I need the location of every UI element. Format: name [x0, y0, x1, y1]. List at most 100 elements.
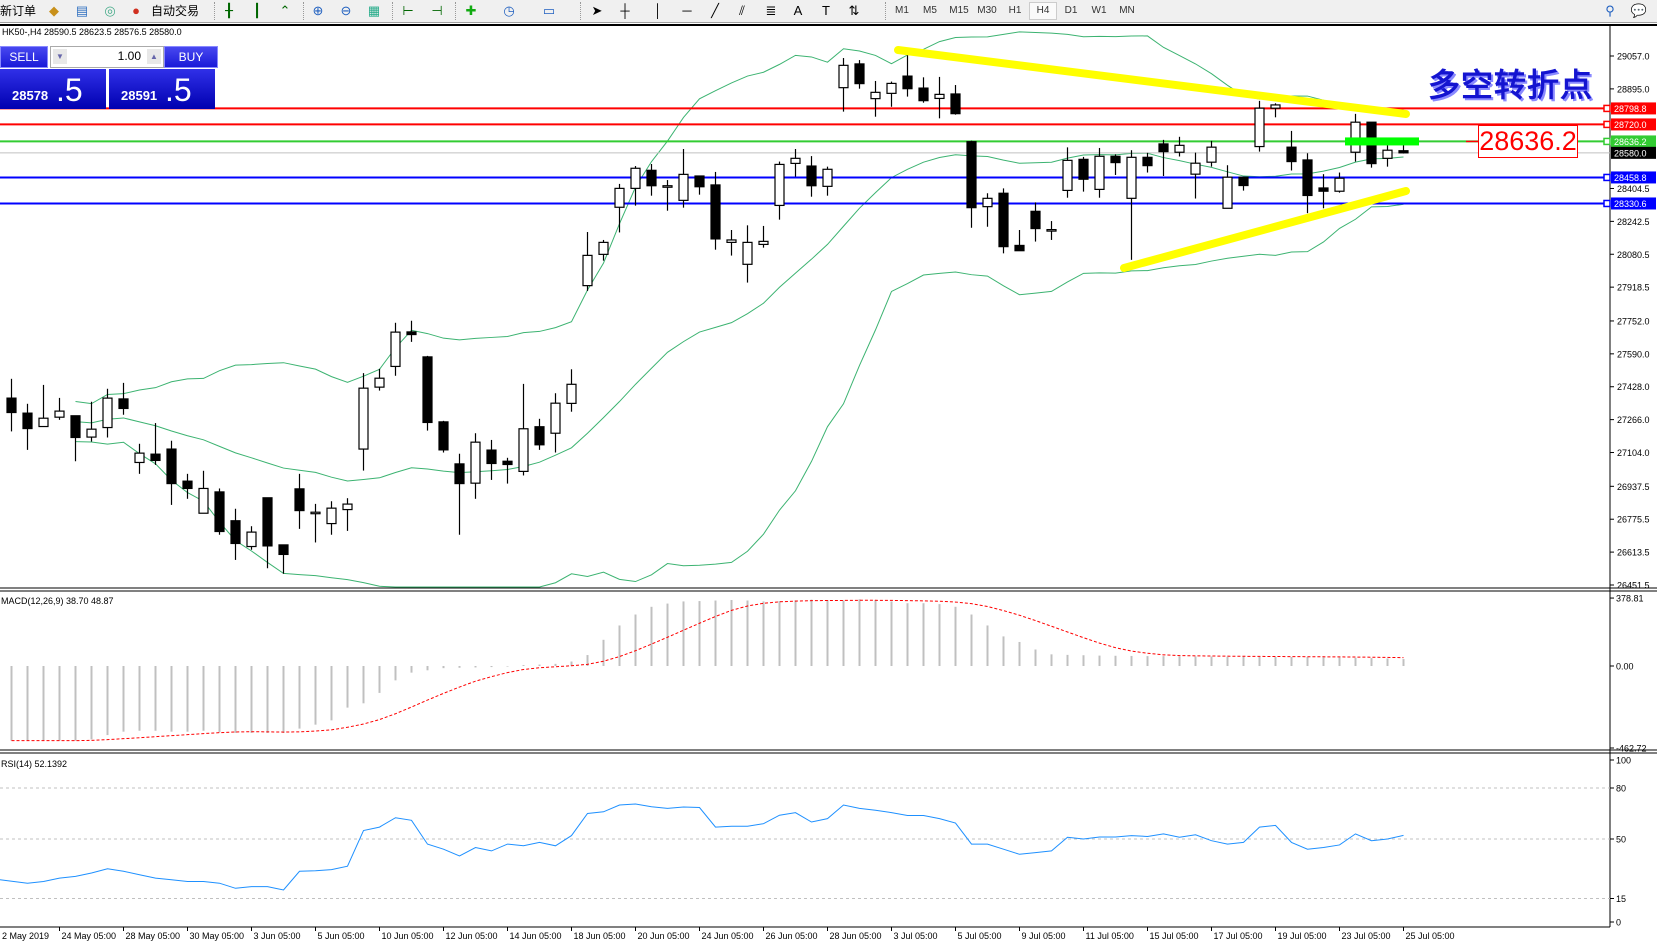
timeframe-mn[interactable]: MN: [1119, 5, 1135, 16]
trendline-icon[interactable]: ╱: [711, 3, 719, 18]
bullish-candle: [1190, 162, 1201, 175]
bearish-candle: [262, 497, 273, 547]
line-chart-icon[interactable]: ⌃: [279, 3, 291, 18]
level-handle[interactable]: [1603, 199, 1611, 208]
support-trendline[interactable]: [1120, 187, 1410, 272]
sell-button[interactable]: SELL: [0, 46, 48, 68]
lots-decrease-icon[interactable]: ▼: [53, 49, 67, 64]
level-price-text: 28798.8: [1614, 104, 1647, 114]
macd-axis-label: -462.72: [1616, 744, 1647, 754]
lots-value[interactable]: 1.00: [117, 49, 141, 63]
bullish-candle: [1062, 159, 1073, 192]
rsi-axis-label: 0: [1616, 918, 1621, 928]
market-watch-icon[interactable]: ◆: [49, 3, 59, 18]
bar-chart-icon[interactable]: ╂: [225, 3, 233, 18]
level-price-tag: [1611, 102, 1656, 115]
time-axis-label: 12 Jun 05:00: [446, 931, 498, 941]
candlestick-icon[interactable]: ┃: [253, 3, 261, 18]
timeframe-m1[interactable]: M1: [895, 5, 909, 16]
price-axis-label: 27104.0: [1617, 448, 1650, 458]
time-axis-label: 23 Jul 05:00: [1342, 931, 1391, 941]
bullish-candle: [630, 167, 641, 189]
price-callout-label[interactable]: 28636.2: [1478, 125, 1578, 158]
zoom-out-icon[interactable]: ⊖: [340, 3, 352, 18]
text-label-icon[interactable]: T: [822, 3, 830, 18]
level-price-text: 28458.8: [1614, 173, 1647, 183]
auto-trading-button[interactable]: 自动交易: [151, 4, 200, 18]
timeframe-w1[interactable]: W1: [1091, 5, 1107, 16]
lots-increase-icon[interactable]: ▲: [147, 49, 161, 64]
resistance-trendline[interactable]: [894, 46, 1410, 118]
periods-icon[interactable]: ◷: [503, 3, 515, 18]
arrows-icon[interactable]: ⇅: [848, 3, 860, 18]
horizontal-line-icon[interactable]: ─: [682, 3, 692, 18]
bearish-candle: [1398, 150, 1409, 154]
data-window-icon[interactable]: ▤: [75, 3, 89, 18]
level-handle[interactable]: [1603, 104, 1611, 113]
timeframe-m5[interactable]: M5: [923, 5, 937, 16]
bearish-candle: [454, 463, 465, 485]
crosshair-icon[interactable]: ┼: [620, 3, 630, 18]
fibonacci-icon[interactable]: ≣: [765, 3, 777, 18]
level-handle[interactable]: [1603, 173, 1611, 182]
vertical-line-icon[interactable]: │: [653, 3, 663, 18]
level-price-tag: [1611, 197, 1656, 210]
bearish-candle: [854, 63, 865, 85]
buy-price-box[interactable]: 28591 .5: [109, 69, 215, 109]
price-axis-label: 27752.0: [1617, 316, 1650, 326]
bearish-candle: [6, 397, 17, 414]
chart-shift-icon[interactable]: ⊢: [402, 3, 414, 18]
bearish-candle: [998, 192, 1009, 248]
sell-price-box[interactable]: 28578 .5: [0, 69, 106, 109]
bearish-candle: [694, 175, 705, 188]
bearish-candle: [966, 141, 977, 209]
level-price-tag: [1611, 135, 1656, 148]
bullish-candle: [1094, 155, 1105, 190]
time-axis-label: 15 Jul 05:00: [1150, 931, 1199, 941]
zoom-in-icon[interactable]: ⊕: [312, 3, 324, 18]
chat-icon[interactable]: 💬: [1630, 3, 1648, 18]
bullish-candle: [1126, 156, 1137, 199]
rsi-axis-label: 50: [1616, 835, 1626, 845]
bearish-candle: [710, 184, 721, 240]
bearish-candle: [1078, 158, 1089, 180]
cursor-icon[interactable]: ➤: [591, 3, 603, 18]
tile-windows-icon[interactable]: ▦: [367, 3, 381, 18]
buy-button[interactable]: BUY: [164, 46, 218, 68]
timeframe-h1[interactable]: H1: [1008, 5, 1022, 16]
timeframe-d1[interactable]: D1: [1064, 5, 1078, 16]
time-axis-label: 5 Jun 05:00: [318, 931, 365, 941]
bearish-candle: [166, 448, 177, 485]
time-axis-label: 2 May 2019: [2, 931, 49, 941]
rsi-axis-label: 100: [1616, 756, 1631, 766]
search-icon[interactable]: ⚲: [1605, 3, 1615, 18]
price-axis-label: 28242.5: [1617, 217, 1650, 227]
bullish-candle: [518, 428, 529, 472]
timeframe-h4[interactable]: H4: [1029, 2, 1057, 20]
new-order-button[interactable]: 新订单: [0, 4, 37, 18]
navigator-icon[interactable]: ◎: [104, 3, 116, 18]
bullish-candle: [1046, 228, 1057, 232]
time-axis-label: 19 Jul 05:00: [1278, 931, 1327, 941]
price-axis-label: 27590.0: [1617, 349, 1650, 359]
autoscroll-icon[interactable]: ⊣: [431, 3, 443, 18]
bearish-candle: [1158, 143, 1169, 153]
level-price-text: 28636.2: [1614, 137, 1647, 147]
price-axis-label: 27428.0: [1617, 382, 1650, 392]
timeframe-m30[interactable]: M30: [977, 5, 997, 16]
bearish-candle: [1238, 176, 1249, 187]
auto-trading-icon[interactable]: ●: [132, 3, 140, 18]
bearish-candle: [22, 412, 33, 430]
templates-icon[interactable]: ▭: [542, 3, 556, 18]
level-handle[interactable]: [1603, 120, 1611, 129]
timeframe-m15[interactable]: M15: [949, 5, 969, 16]
chart-canvas[interactable]: 28798.8 28720.0 28636.2 28458.8 28330.6 28580…: [0, 23, 1657, 945]
bullish-candle: [758, 240, 769, 246]
level-handle[interactable]: [1603, 137, 1611, 146]
text-icon[interactable]: A: [793, 3, 803, 18]
bollinger-upper-band: [75, 31, 1404, 405]
time-axis-label: 26 Jun 05:00: [766, 931, 818, 941]
indicators-icon[interactable]: ✚: [465, 3, 477, 18]
lots-field[interactable]: ▼ 1.00 ▲: [50, 46, 164, 68]
equidistant-channel-icon[interactable]: ⫽: [739, 3, 745, 18]
